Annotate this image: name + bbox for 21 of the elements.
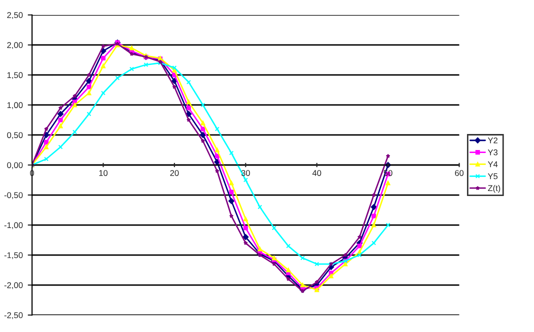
legend-label: Y4 [488, 161, 498, 168]
y-tick-label: -0,50 [4, 192, 23, 200]
y-tick-label: -2,50 [4, 312, 23, 320]
y-tick-label: 2,50 [7, 12, 23, 20]
x-tick-label: 60 [455, 170, 464, 176]
y-tick-label: 1,00 [7, 102, 23, 110]
y-tick-label: -1,50 [4, 252, 23, 260]
y-tick-label: 1,50 [7, 72, 23, 80]
x-tick-label: 50 [384, 170, 392, 176]
legend-label: Z(t) [488, 184, 500, 193]
y-tick-label: -1,00 [4, 222, 23, 230]
legend-label: Y2 [488, 137, 498, 144]
y-tick-label: -2,00 [4, 282, 23, 290]
x-tick-label: 10 [99, 170, 108, 176]
legend-label: Y3 [488, 149, 498, 156]
x-tick-label: 20 [170, 170, 179, 176]
y-tick-label: 0,50 [7, 132, 23, 140]
y-tick-label: 0,00 [7, 162, 23, 170]
x-tick-label: 40 [312, 170, 322, 176]
y-tick-label: 2,00 [7, 42, 23, 50]
legend-label: Y5 [488, 173, 498, 180]
